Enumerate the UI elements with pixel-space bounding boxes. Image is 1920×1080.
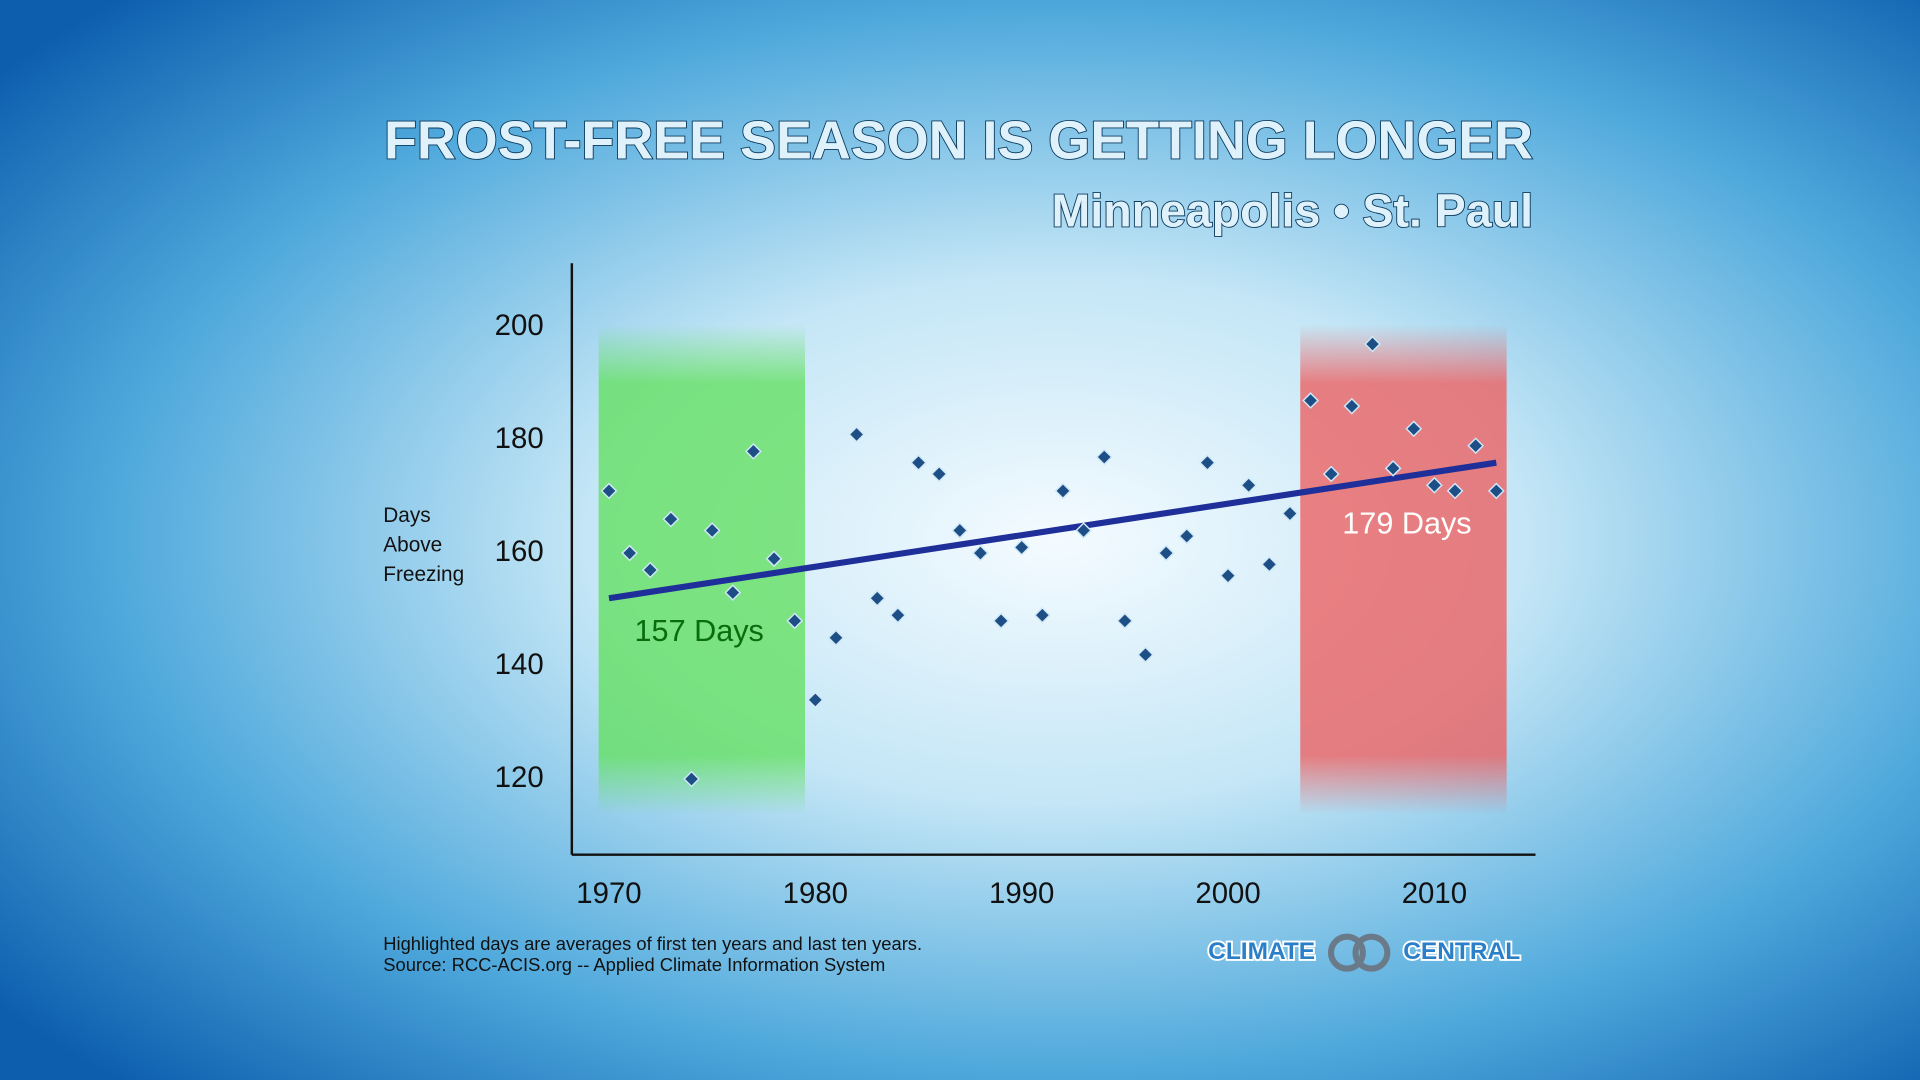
data-point (1219, 567, 1237, 585)
data-point (1302, 392, 1319, 409)
data-point (745, 442, 762, 460)
data-point (786, 612, 804, 630)
y-tick-label: 180 (495, 422, 544, 455)
data-point (868, 589, 886, 607)
data-point (848, 426, 865, 443)
title: FROST-FREE SEASON IS GETTING LONGER (384, 111, 1533, 171)
data-point (1240, 476, 1258, 494)
x-tick-label: 1980 (783, 877, 848, 910)
y-tick-label: 140 (495, 648, 544, 681)
highlight-band (598, 324, 806, 815)
note: Highlighted days are averages of first t… (383, 933, 922, 954)
logo-ring (1352, 933, 1391, 972)
logo: CLIMATE CENTRAL (1206, 933, 1522, 972)
data-point (1426, 476, 1443, 494)
data-point (1467, 437, 1485, 455)
data-point (930, 465, 948, 483)
logo-ring (1327, 933, 1366, 972)
data-point (1384, 459, 1402, 477)
data-point (600, 482, 618, 500)
data-point (992, 612, 1010, 630)
y-axis-label: Above (383, 534, 442, 557)
data-point (724, 584, 742, 601)
data-point (1054, 482, 1072, 500)
data-point (641, 561, 659, 579)
data-point (1199, 454, 1216, 472)
x-tick-label: 2010 (1402, 877, 1467, 910)
x-tick-label: 2000 (1195, 877, 1260, 910)
subtitle: Minneapolis • St. Paul (1052, 185, 1534, 237)
y-axis-label: Freezing (383, 563, 464, 586)
data-point (703, 522, 721, 539)
data-point (1364, 335, 1381, 353)
y-axis-label: Days (383, 504, 430, 527)
data-point (1405, 420, 1423, 438)
data-point (910, 454, 927, 472)
y-tick-label: 120 (495, 761, 544, 794)
highlight-label: 179 Days (1342, 506, 1471, 540)
data-point (806, 691, 824, 709)
logo-text: CENTRAL (1403, 938, 1520, 965)
data-point (1137, 646, 1154, 664)
x-tick-label: 1970 (576, 877, 641, 910)
data-point (1260, 555, 1278, 573)
data-point (1075, 522, 1092, 539)
highlight-label: 157 Days (635, 614, 764, 648)
data-point (951, 522, 969, 539)
plot: 120 140 160 180 200 1970 1980 1990 2000 2010 Days A… (383, 263, 1536, 910)
data-point (1322, 465, 1340, 483)
data-point (972, 544, 989, 562)
data-point (889, 606, 907, 624)
y-tick-label: 160 (495, 535, 544, 568)
data-point (683, 770, 700, 788)
x-tick-label: 1990 (989, 877, 1054, 910)
y-tick-label: 200 (495, 309, 544, 342)
data-point (765, 550, 783, 568)
data-point (1116, 612, 1134, 630)
logo-text: CLIMATE (1208, 938, 1315, 965)
data-point (1157, 544, 1175, 562)
data-point (1487, 482, 1505, 500)
data-point (1033, 606, 1051, 624)
data-point (1281, 505, 1299, 522)
data-point (1178, 527, 1196, 545)
highlight-band (1300, 324, 1507, 815)
data-point (1446, 482, 1464, 500)
data-point (662, 510, 680, 528)
trend-line (608, 459, 1497, 602)
data-point (1013, 539, 1031, 556)
data-point (827, 629, 845, 647)
data-point (1343, 397, 1361, 415)
data-point (621, 544, 639, 562)
note: Source: RCC-ACIS.org -- Applied Climate … (383, 954, 885, 975)
data-point (1095, 448, 1113, 466)
